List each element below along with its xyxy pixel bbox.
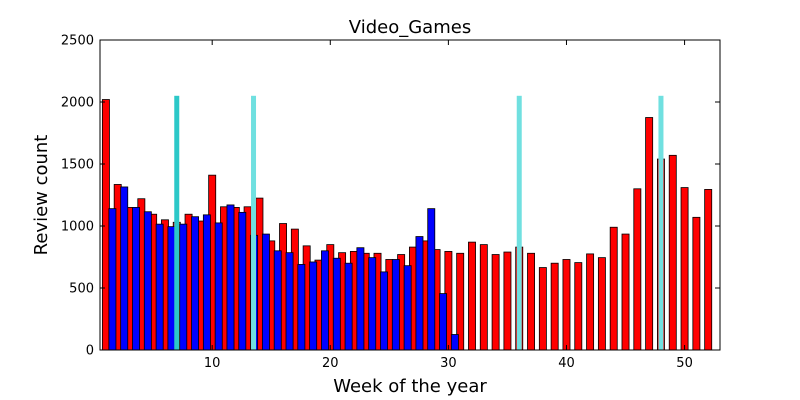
blue-bar (238, 211, 247, 351)
red-bar (101, 99, 110, 351)
x-tick-label: 40 (558, 356, 575, 371)
ticks-layer: 0 500 1000 1500 2000 2500 10 20 30 40 50 (61, 34, 720, 371)
red-bar (468, 241, 476, 351)
y-axis-label: Review count (31, 135, 52, 256)
bars-layer (101, 99, 713, 351)
red-bar (574, 262, 583, 351)
blue-bar (132, 206, 140, 351)
red-bar (680, 187, 689, 351)
blue-bar (391, 259, 400, 351)
red-bar (538, 267, 547, 351)
blue-bar (108, 208, 117, 351)
y-tick-label: 2000 (61, 96, 94, 111)
y-tick-label: 1000 (61, 220, 94, 235)
week-marker (658, 95, 664, 350)
blue-bar (380, 271, 388, 351)
blue-bar (226, 204, 235, 351)
blue-bar (261, 233, 270, 351)
blue-bar (120, 186, 129, 351)
blue-bar (167, 226, 176, 351)
week-marker (516, 95, 522, 350)
x-tick-label: 20 (322, 356, 339, 371)
blue-bar (368, 257, 377, 351)
blue-bar (273, 250, 282, 351)
x-tick-label: 10 (204, 356, 221, 371)
red-bar (704, 189, 713, 351)
blue-bar (214, 222, 223, 351)
y-tick-label: 1500 (61, 158, 94, 173)
blue-bar (344, 262, 353, 351)
blue-bar (321, 250, 329, 351)
red-bar (609, 226, 618, 351)
red-bar (503, 251, 512, 351)
blue-bar (332, 257, 341, 351)
blue-bar (155, 223, 164, 351)
blue-bar (439, 293, 448, 351)
red-bar (550, 262, 559, 351)
red-bar (479, 244, 488, 351)
red-bar (597, 257, 606, 351)
blue-bar (309, 261, 318, 351)
red-bar (692, 216, 701, 351)
y-tick-label: 2500 (61, 34, 94, 49)
blue-bar (427, 208, 436, 351)
red-bar (668, 154, 677, 351)
red-bar (621, 233, 630, 351)
blue-bar (415, 236, 424, 351)
red-bar (527, 252, 535, 351)
y-tick-label: 0 (86, 344, 94, 359)
red-bar (491, 254, 500, 351)
blue-bar (179, 223, 188, 351)
red-bar (562, 259, 571, 351)
blue-bar (297, 264, 306, 351)
x-tick-label: 30 (440, 356, 457, 371)
red-bar (586, 253, 595, 351)
week-markers-layer (174, 95, 664, 350)
red-bar (633, 188, 642, 351)
blue-bar (202, 214, 211, 351)
blue-bar (143, 211, 152, 351)
y-tick-label: 500 (69, 282, 94, 297)
chart-title: Video_Games (349, 17, 471, 38)
plot-frame (99, 39, 721, 351)
blue-bar (285, 252, 294, 351)
red-bar (645, 117, 654, 351)
blue-bar (450, 334, 459, 351)
blue-bar (191, 216, 200, 351)
x-axis-label: Week of the year (333, 376, 487, 397)
blue-bar (356, 247, 365, 351)
week-marker (174, 95, 180, 350)
blue-bar (403, 265, 412, 351)
x-tick-label: 50 (676, 356, 693, 371)
week-marker (251, 95, 257, 350)
